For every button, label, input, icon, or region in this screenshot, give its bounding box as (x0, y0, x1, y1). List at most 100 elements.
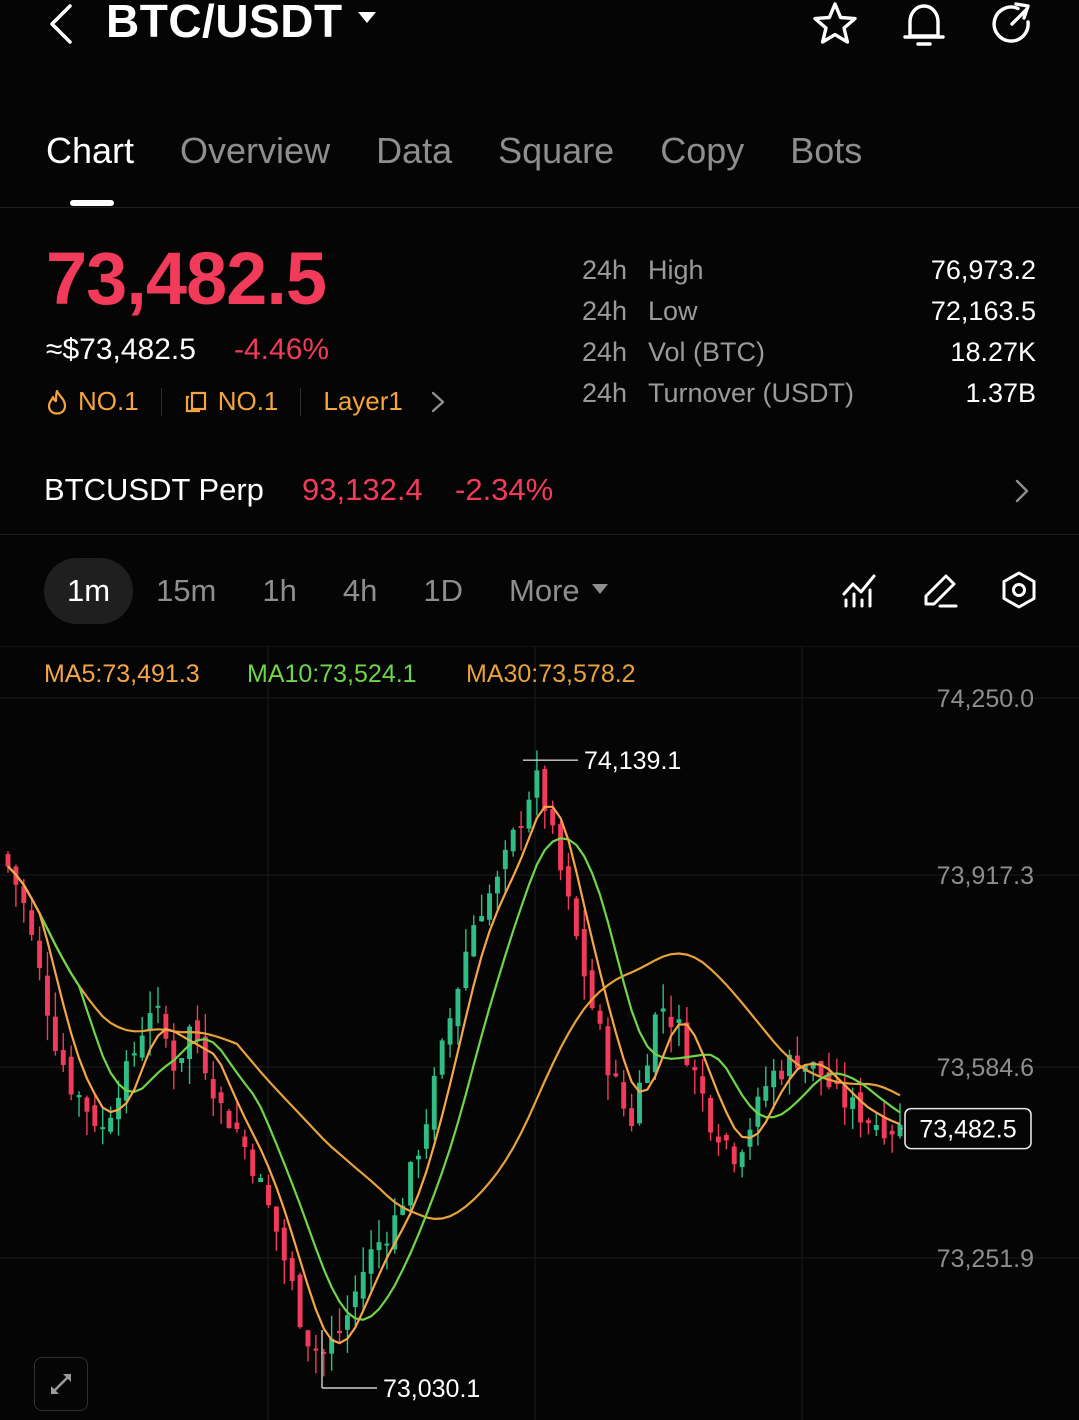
stat-value: 76,973.2 (930, 255, 1036, 285)
candle-body (5, 854, 11, 867)
candle-body (597, 1010, 603, 1024)
y-axis-label: 73,584.6 (937, 1054, 1034, 1082)
interval-more[interactable]: More (486, 558, 631, 624)
tab-chart[interactable]: Chart (46, 130, 135, 171)
candle-body (21, 886, 27, 904)
interval-15m[interactable]: 15m (156, 573, 217, 608)
candle-body (668, 1016, 674, 1028)
candle-body (344, 1315, 350, 1330)
candle-body (321, 1351, 327, 1354)
candle-body (139, 1035, 145, 1058)
divider (0, 534, 1079, 535)
candle-body (739, 1152, 745, 1168)
candle-body (771, 1070, 777, 1088)
candle-body (510, 829, 516, 852)
fullscreen-button[interactable] (34, 1357, 88, 1411)
last-price-tag (904, 1107, 1032, 1150)
candle-body (171, 1040, 177, 1071)
candle-body (526, 799, 532, 829)
sector-tag[interactable]: Layer1 (323, 386, 449, 417)
last-price-label: 73,482.5 (919, 1116, 1016, 1144)
candle-body (416, 1155, 421, 1160)
candle-body (313, 1348, 319, 1351)
interval-1h[interactable]: 1h (262, 573, 297, 608)
stat-label: Low (648, 296, 698, 326)
candle-body (881, 1116, 887, 1139)
ma5-line (7, 805, 901, 1345)
interval-4h[interactable]: 4h (342, 573, 378, 608)
stat-value: 18.27K (950, 337, 1036, 367)
candle-body (455, 988, 461, 1027)
candle-body (621, 1082, 627, 1109)
perp-price: 93,132.4 (302, 472, 423, 507)
candle-body (644, 1065, 650, 1083)
candle-body (660, 1008, 666, 1012)
candle-body (637, 1082, 642, 1124)
candle-body (573, 898, 579, 937)
candle-body (52, 1016, 58, 1051)
stat-label: High (648, 255, 704, 285)
more-label: More (509, 573, 580, 608)
candle-body (581, 929, 587, 977)
star-icon[interactable] (811, 0, 859, 48)
pair-title[interactable]: BTC/USDT (106, 0, 343, 47)
stat-volume: 24h Vol (BTC) 18.27K (582, 332, 1036, 373)
interval-1d[interactable]: 1D (423, 573, 463, 608)
copy-rank-tag[interactable]: NO.1 (184, 386, 278, 417)
candle-body (842, 1085, 848, 1108)
stat-period: 24h (582, 378, 628, 408)
refresh-icon[interactable] (988, 0, 1036, 48)
candle-body (100, 1127, 106, 1130)
candle-body (897, 1124, 903, 1137)
candle-body (337, 1330, 342, 1334)
candle-body (408, 1162, 414, 1206)
settings-icon[interactable] (999, 570, 1039, 610)
candle-body (723, 1134, 729, 1141)
perp-change: -2.34% (455, 472, 554, 507)
candle-body (376, 1242, 382, 1251)
last-price: 73,482.5 (46, 237, 327, 320)
fiat-price: ≈$73,482.5 (46, 333, 196, 366)
candle-body (676, 1019, 682, 1023)
candle-body (850, 1097, 856, 1109)
candle-body (400, 1205, 406, 1215)
stat-high: 24h High 76,973.2 (582, 250, 1036, 291)
indicator-icon[interactable] (840, 570, 880, 610)
candle-body (155, 1005, 161, 1008)
interval-bar: 1m 15m 1h 4h 1D More (44, 558, 631, 624)
hot-rank-tag[interactable]: NO.1 (46, 386, 139, 417)
candle-body (810, 1061, 816, 1069)
ma10-line (7, 837, 901, 1321)
candlestick-chart[interactable]: 74,250.0 73,917.3 73,584.6 73,251.9 74,139.1… (0, 646, 1079, 1420)
tab-overview[interactable]: Overview (180, 130, 331, 171)
bell-icon[interactable] (900, 0, 948, 48)
active-tab-indicator (70, 200, 114, 206)
perp-name[interactable]: BTCUSDT Perp (44, 472, 264, 507)
interval-1m[interactable]: 1m (44, 558, 134, 624)
candle-body (45, 975, 50, 1016)
candle-body (858, 1092, 863, 1123)
candle-body (392, 1215, 398, 1250)
tab-bots[interactable]: Bots (790, 130, 863, 171)
stat-value: 1.37B (965, 378, 1036, 408)
candle-body (502, 849, 508, 870)
candle-body (763, 1086, 769, 1101)
tab-copy[interactable]: Copy (660, 130, 745, 171)
candle-body (629, 1108, 635, 1127)
candle-body (471, 925, 477, 957)
tab-square[interactable]: Square (498, 130, 615, 171)
chevron-right-icon[interactable] (1010, 476, 1034, 506)
divider (0, 207, 1079, 208)
stat-label: Vol (BTC) (648, 337, 766, 367)
candle-body (84, 1097, 90, 1112)
sector-label: Layer1 (323, 386, 403, 416)
stat-period: 24h (582, 255, 628, 285)
pair-dropdown-caret-icon[interactable] (358, 12, 376, 23)
back-icon[interactable] (40, 0, 84, 48)
tab-data[interactable]: Data (376, 130, 453, 171)
candle-body (92, 1105, 98, 1127)
draw-pencil-icon[interactable] (920, 570, 960, 610)
candle-body (29, 910, 35, 935)
candle-body (195, 1020, 200, 1042)
candle-body (131, 1053, 137, 1056)
